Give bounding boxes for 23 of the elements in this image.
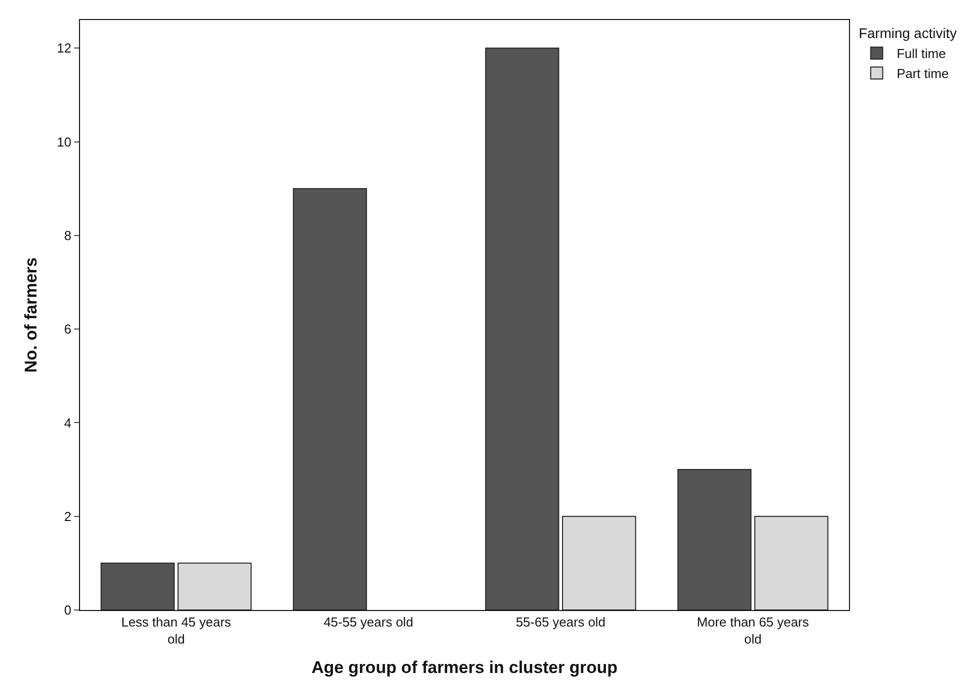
y-tick-label: 4 <box>64 415 72 430</box>
y-axis-title: No. of farmers <box>21 257 40 373</box>
y-tick-label: 10 <box>56 134 72 150</box>
bar <box>485 48 560 610</box>
x-tick-label: More than 65 years old <box>696 614 810 646</box>
y-tick-label: 8 <box>64 228 72 243</box>
bar <box>178 562 252 610</box>
bar <box>292 188 367 610</box>
bar <box>100 562 175 610</box>
x-tick-label: 55-65 years old <box>516 614 606 630</box>
y-tick-label: 0 <box>64 602 72 618</box>
legend-label: Part time <box>896 66 949 82</box>
bar <box>754 516 828 610</box>
bar <box>562 516 636 610</box>
legend-title: Farming activity <box>858 25 957 42</box>
x-tick-label: Less than 45 years old <box>121 614 232 646</box>
x-axis-title: Age group of farmers in cluster group <box>311 658 618 677</box>
bar <box>677 469 752 610</box>
y-tick-label: 12 <box>56 40 72 56</box>
y-tick-label: 2 <box>64 508 72 524</box>
legend-label: Full time <box>896 46 946 62</box>
x-tick-label: 45-55 years old <box>324 614 414 630</box>
y-tick-label: 6 <box>64 322 72 337</box>
